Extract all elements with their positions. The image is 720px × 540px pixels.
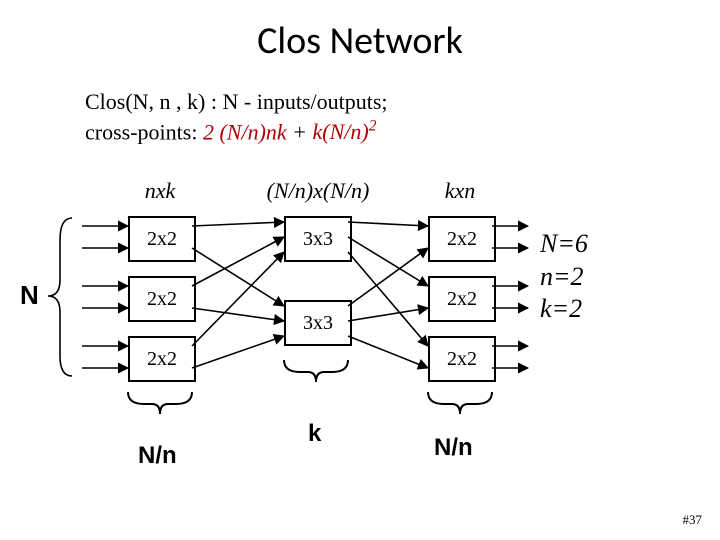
col-head-left: nxk	[120, 178, 200, 204]
col-head-mid: (N/n)x(N/n)	[248, 178, 388, 204]
big-N-label: N	[20, 280, 39, 311]
subtitle-line1: Clos(N, n , k) : N - inputs/outputs;	[85, 89, 388, 114]
slide-number: #37	[683, 512, 703, 528]
subtitle-sup: 2	[369, 118, 377, 135]
subtitle-red-a: 2 (N/n)nk	[203, 119, 287, 144]
mid-stage-box: 3x3	[284, 216, 352, 262]
subtitle-red-b: k(N/n)	[313, 119, 369, 144]
bottom-label-left: N/n	[138, 442, 177, 470]
bottom-label-mid: k	[308, 420, 321, 448]
right-stage-box: 2x2	[428, 216, 496, 262]
param-n: n=2	[540, 261, 588, 294]
left-stage-box: 2x2	[128, 216, 196, 262]
bottom-label-right: N/n	[434, 434, 473, 462]
col-head-right: kxn	[420, 178, 500, 204]
left-stage-box: 2x2	[128, 276, 196, 322]
params-block: N=6 n=2 k=2	[540, 228, 588, 326]
slide-subtitle: Clos(N, n , k) : N - inputs/outputs; cro…	[85, 88, 388, 147]
slide-title: Clos Network	[0, 18, 720, 64]
subtitle-plus: +	[287, 119, 313, 144]
param-k: k=2	[540, 293, 588, 326]
mid-stage-box: 3x3	[284, 300, 352, 346]
subtitle-line2a: cross-points:	[85, 119, 203, 144]
left-stage-box: 2x2	[128, 336, 196, 382]
diagram-wires	[0, 0, 720, 540]
param-N: N=6	[540, 228, 588, 261]
right-stage-box: 2x2	[428, 336, 496, 382]
right-stage-box: 2x2	[428, 276, 496, 322]
